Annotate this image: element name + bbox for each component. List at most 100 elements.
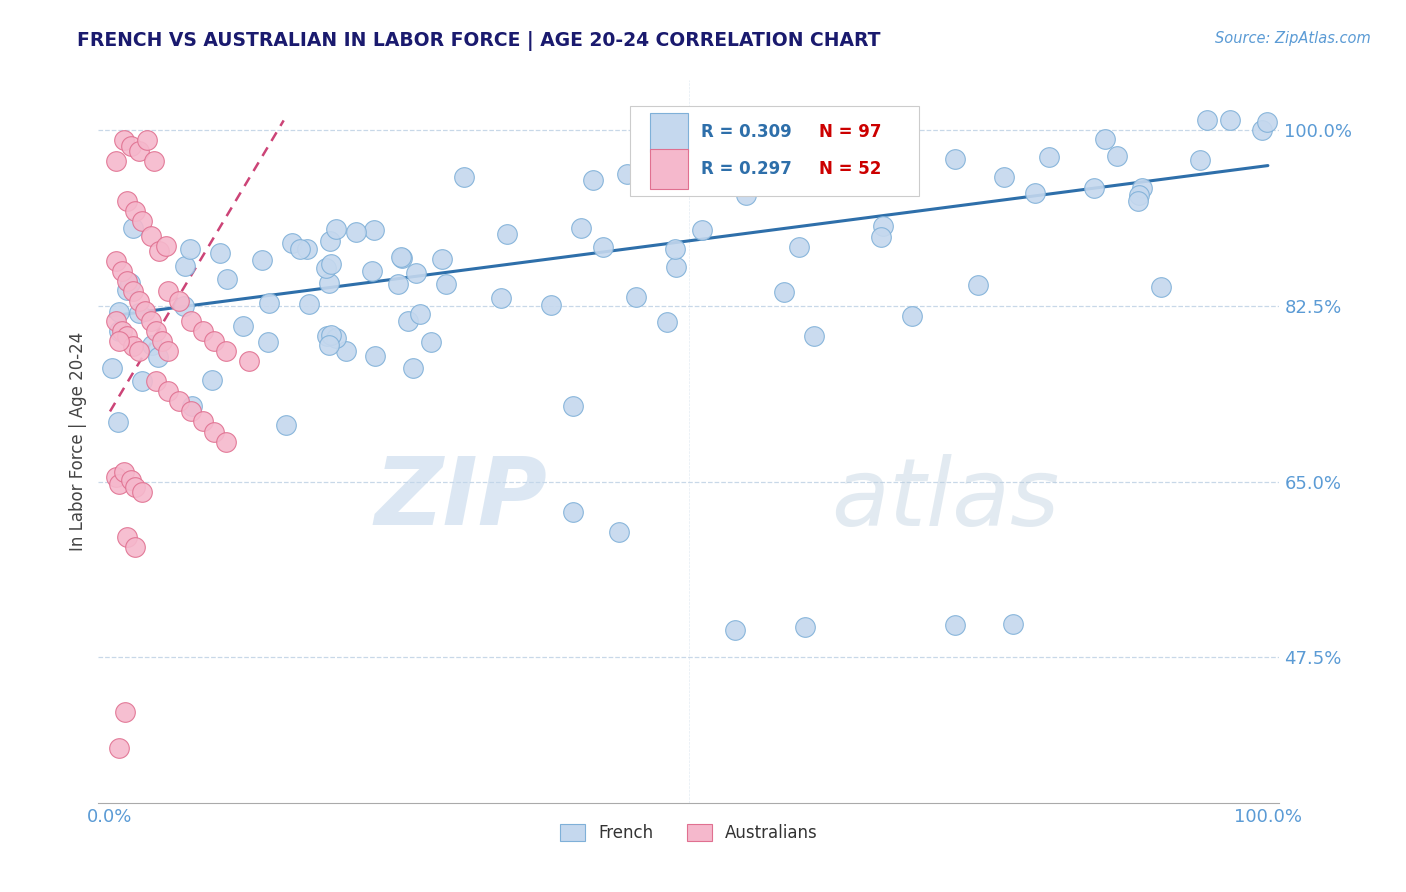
Point (156, 344, 179, 359)
Point (136, 133, 159, 147)
Point (108, 305, 131, 319)
Point (180, 314, 202, 328)
Point (134, 304, 156, 318)
Point (389, 250, 412, 264)
Point (794, 119, 817, 133)
Point (117, 530, 139, 544)
Point (112, 465, 135, 479)
Point (122, 221, 145, 235)
Point (131, 374, 153, 388)
Point (115, 283, 138, 297)
Point (793, 620, 815, 634)
Point (124, 203, 146, 218)
Point (180, 399, 202, 413)
Point (128, 305, 150, 319)
Point (1130, 180, 1153, 194)
Point (319, 328, 342, 343)
Point (1251, 123, 1274, 137)
Point (107, 415, 129, 429)
Point (1083, 181, 1105, 195)
Point (562, 505, 585, 519)
Point (1219, 113, 1241, 128)
Point (967, 278, 990, 293)
Point (257, 335, 280, 350)
Text: atlas: atlas (831, 454, 1059, 545)
Point (318, 337, 340, 351)
Point (108, 740, 131, 755)
Point (281, 236, 304, 251)
Point (117, 274, 139, 288)
Point (690, 223, 713, 237)
Legend: French, Australians: French, Australians (554, 817, 824, 848)
Bar (650, 112, 688, 153)
Text: ZIP: ZIP (374, 453, 547, 545)
Point (1094, 132, 1116, 146)
Point (344, 225, 367, 239)
Point (169, 394, 191, 409)
Point (582, 173, 605, 187)
Point (120, 473, 142, 487)
Point (139, 228, 162, 243)
Point (215, 434, 238, 449)
Point (139, 314, 162, 328)
Point (943, 152, 966, 166)
Point (616, 167, 638, 181)
Point (432, 252, 454, 266)
Point (387, 277, 409, 291)
Point (1002, 617, 1025, 632)
Point (191, 324, 214, 338)
Point (1024, 186, 1046, 200)
Point (202, 334, 225, 348)
Point (803, 329, 825, 343)
Text: N = 97: N = 97 (818, 123, 882, 142)
Point (298, 296, 321, 310)
Point (122, 284, 145, 298)
Point (104, 253, 127, 268)
Point (1150, 279, 1173, 293)
Point (489, 291, 512, 305)
Point (561, 399, 583, 413)
Point (872, 219, 894, 234)
Point (108, 334, 131, 348)
Point (117, 329, 139, 343)
Point (156, 384, 179, 399)
Point (117, 194, 139, 208)
Point (128, 344, 150, 359)
Point (131, 484, 153, 499)
Point (434, 277, 457, 291)
FancyBboxPatch shape (630, 105, 920, 196)
Point (114, 706, 136, 720)
Point (405, 267, 427, 281)
Point (141, 338, 163, 352)
Point (402, 360, 425, 375)
Point (173, 299, 195, 313)
Point (146, 350, 169, 364)
Point (179, 242, 201, 256)
Point (128, 293, 150, 308)
Point (250, 252, 273, 267)
Point (101, 361, 124, 376)
Point (128, 144, 150, 158)
Point (209, 245, 232, 260)
Point (1128, 187, 1150, 202)
Point (735, 188, 758, 202)
Point (419, 335, 441, 350)
Point (409, 307, 432, 321)
Point (155, 239, 177, 253)
Point (335, 344, 357, 359)
Point (655, 315, 678, 329)
Point (318, 276, 340, 290)
Point (1128, 194, 1150, 209)
Point (773, 285, 796, 299)
Point (391, 251, 413, 265)
Point (319, 257, 342, 271)
Point (626, 290, 648, 304)
Point (1038, 149, 1060, 163)
Point (156, 284, 179, 298)
Point (110, 264, 132, 278)
Point (238, 354, 260, 368)
Text: R = 0.297: R = 0.297 (700, 160, 792, 178)
Point (180, 404, 202, 418)
Point (540, 298, 562, 312)
Point (870, 230, 893, 244)
